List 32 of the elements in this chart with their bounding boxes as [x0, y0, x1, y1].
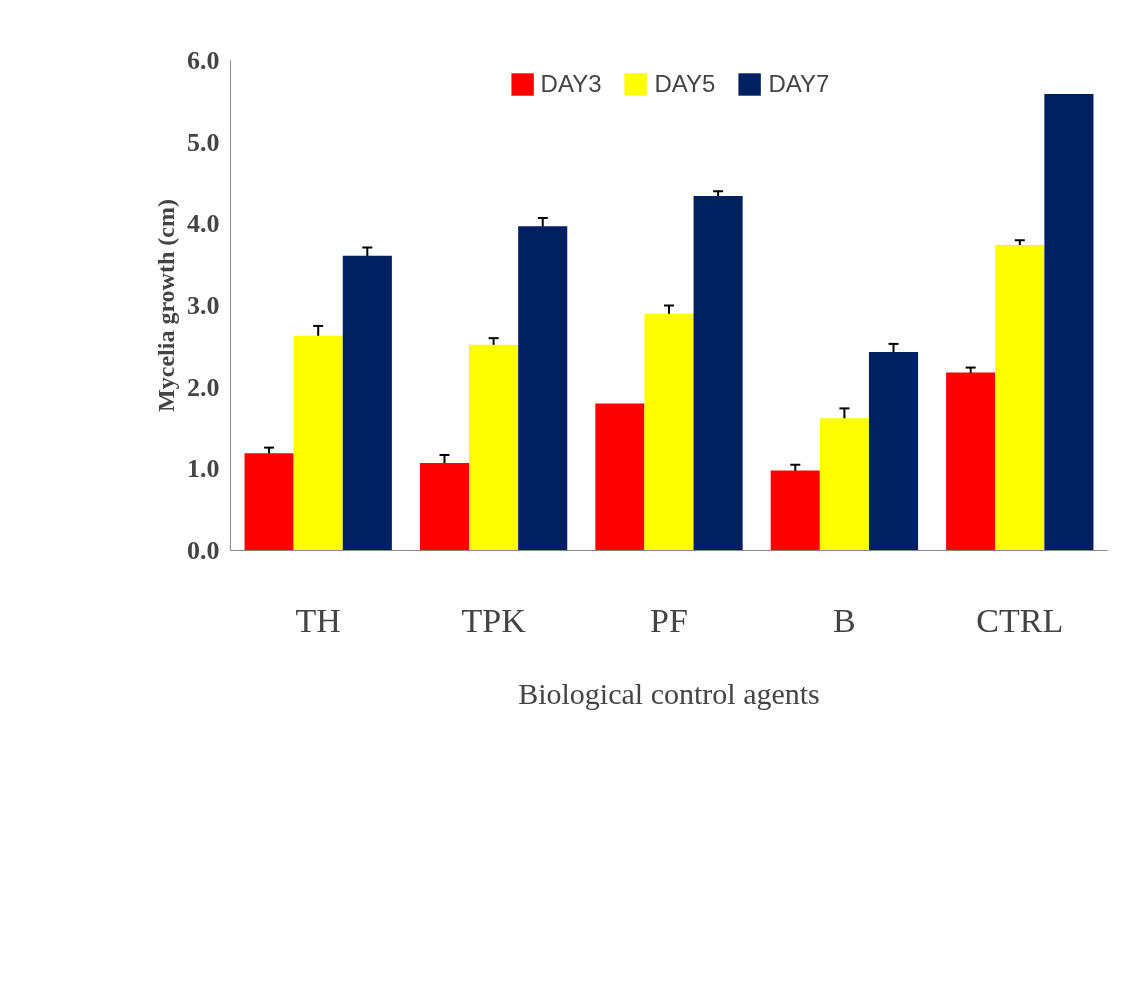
- x-tick-label: PF: [650, 601, 688, 639]
- legend-label: DAY7: [768, 70, 830, 98]
- y-tick-label: 4.0: [187, 209, 220, 239]
- bar: [1044, 93, 1094, 551]
- bar: [518, 226, 568, 551]
- legend-label: DAY5: [654, 70, 716, 98]
- bar: [595, 403, 645, 551]
- x-tick-label: CTRL: [976, 601, 1064, 639]
- y-tick-label: 0.0: [187, 536, 220, 565]
- x-tick-label: TPK: [461, 601, 527, 639]
- legend-label: DAY3: [540, 70, 602, 98]
- bar: [419, 463, 470, 551]
- y-tick-label: 2.0: [187, 372, 220, 402]
- bar: [770, 470, 820, 551]
- y-tick-label: 3.0: [187, 291, 220, 320]
- bar: [293, 335, 343, 551]
- x-tick-label: TH: [295, 601, 341, 639]
- bar: [644, 313, 694, 551]
- y-tick-label: 6.0: [187, 46, 220, 75]
- bar: [819, 418, 869, 551]
- y-axis-title: Mycelia growth (cm): [153, 199, 179, 412]
- y-tick-label: 1.0: [187, 454, 220, 484]
- bar: [244, 453, 294, 551]
- x-axis-title: Biological control agents: [518, 676, 820, 710]
- bar: [342, 255, 392, 551]
- bar: [946, 372, 996, 551]
- bar: [693, 196, 743, 551]
- bar: [868, 352, 919, 551]
- x-tick-label: B: [833, 601, 856, 639]
- y-tick-label: 5.0: [187, 127, 220, 157]
- bar: [995, 245, 1045, 551]
- bar: [469, 344, 519, 551]
